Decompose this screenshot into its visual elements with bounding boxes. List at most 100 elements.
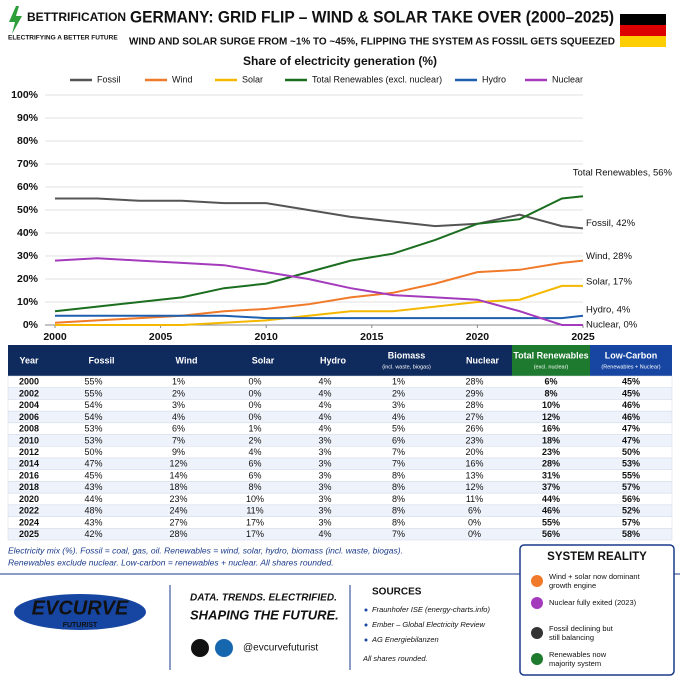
table-cell: 2004	[19, 400, 39, 410]
y-tick-label: 50%	[17, 204, 39, 216]
table-cell: 2%	[248, 435, 261, 445]
table-cell: 27%	[169, 517, 187, 527]
bullet	[364, 638, 368, 642]
table-cell: 53%	[622, 459, 640, 469]
table-cell: 3%	[318, 494, 331, 504]
brand-tagline: ELECTRIFYING A BETTER FUTURE	[8, 35, 118, 42]
table-cell: 3%	[318, 459, 331, 469]
table-cell: 37%	[542, 482, 560, 492]
table-cell: 10%	[542, 400, 560, 410]
table-cell: 4%	[318, 400, 331, 410]
table-cell: 0%	[248, 412, 261, 422]
table-cell: 4%	[318, 412, 331, 422]
table-cell: 12%	[465, 482, 483, 492]
end-label: Hydro, 4%	[586, 304, 631, 315]
table-row	[7, 434, 673, 447]
table-header: Wind	[176, 355, 198, 365]
table-cell: 6%	[172, 424, 185, 434]
table-header: Total Renewables	[513, 350, 588, 360]
table-cell: 23%	[542, 447, 560, 457]
line-series	[55, 284, 583, 326]
x-tick-label: 2000	[43, 331, 67, 343]
tagline: DATA. TRENDS. ELECTRIFIED.	[190, 593, 337, 604]
reality-icon	[531, 627, 543, 639]
table-cell: 45%	[84, 470, 102, 480]
brand: BETTRIFICATION	[27, 10, 126, 24]
table-header-bg	[590, 345, 672, 376]
source: Fraunhofer ISE (energy-charts.info)	[372, 605, 490, 614]
table-cell: 11%	[466, 494, 483, 504]
table-row	[7, 481, 673, 494]
legend-label: Hydro	[482, 74, 506, 84]
y-tick-label: 30%	[17, 250, 39, 262]
table-cell: 17%	[246, 529, 264, 539]
logo-sub: FUTURIST	[63, 622, 98, 629]
reality-item: Nuclear fully exited (2023)	[549, 598, 637, 607]
table-cell: 29%	[465, 388, 483, 398]
table-cell: 57%	[622, 517, 640, 527]
sources-note: All shares rounded.	[362, 654, 428, 663]
table-cell: 53%	[84, 424, 102, 434]
table-cell: 48%	[84, 506, 102, 516]
linkedin-icon	[215, 639, 233, 657]
y-tick-label: 60%	[17, 181, 39, 193]
line-series	[55, 314, 584, 320]
table-cell: 2025	[19, 529, 39, 539]
table-header-bg	[512, 345, 590, 376]
table-row	[7, 492, 673, 506]
table-header: Low-Carbon	[605, 350, 658, 360]
table-row	[7, 410, 673, 424]
table-cell: 2018	[19, 482, 39, 492]
bullet	[364, 623, 368, 627]
table-cell: 52%	[622, 506, 640, 516]
table-cell: 18%	[169, 482, 187, 492]
table-cell: 44%	[542, 494, 560, 504]
table-cell: 28%	[542, 459, 560, 469]
line-series	[54, 195, 584, 313]
table-row	[7, 446, 673, 459]
x-icon	[191, 639, 209, 657]
legend-label: Nuclear	[552, 74, 583, 84]
table-cell: 16%	[465, 459, 483, 469]
y-tick-label: 80%	[17, 135, 39, 147]
table-header: Year	[19, 355, 39, 365]
line-series	[54, 259, 584, 324]
x-tick-label: 2015	[360, 331, 384, 343]
table-cell: 3%	[318, 447, 331, 457]
chart-title: Share of electricity generation (%)	[243, 54, 437, 68]
table-row	[7, 528, 673, 541]
table-cell: 8%	[392, 494, 405, 504]
brand-icon	[9, 6, 22, 34]
x-tick-label: 2005	[149, 331, 173, 343]
table-cell: 43%	[84, 482, 102, 492]
table-cell: 8%	[392, 517, 405, 527]
table-row	[7, 399, 673, 412]
line-series	[54, 257, 583, 326]
table-cell: 1%	[172, 377, 185, 387]
x-tick-label: 2025	[571, 331, 595, 343]
legend-label: Wind	[172, 74, 193, 84]
table-cell: 2000	[19, 377, 39, 387]
flag	[620, 14, 666, 25]
table-cell: 3%	[318, 482, 331, 492]
table-cell: 4%	[172, 412, 185, 422]
table-cell: 27%	[465, 412, 483, 422]
table-cell: 14%	[169, 470, 187, 480]
end-label: Fossil, 42%	[586, 218, 636, 229]
legend-label: Total Renewables (excl. nuclear)	[312, 74, 442, 84]
logo-shape	[14, 594, 146, 630]
table-cell: 3%	[318, 435, 331, 445]
end-label: Solar, 17%	[586, 276, 632, 287]
table-cell: 2016	[19, 470, 39, 480]
table-row	[7, 516, 673, 529]
subtitle: WIND AND SOLAR SURGE FROM ~1% TO ~45%, F…	[129, 37, 615, 48]
y-tick-label: 100%	[11, 89, 39, 101]
table-cell: 7%	[392, 447, 405, 457]
reality-item: Fossil declining but	[549, 624, 614, 633]
table-cell: 13%	[465, 470, 483, 480]
table-cell: 7%	[392, 529, 405, 539]
table-row	[7, 422, 673, 435]
table-cell: 2024	[19, 517, 39, 527]
reality-item: Wind + solar now dominant	[549, 572, 641, 581]
